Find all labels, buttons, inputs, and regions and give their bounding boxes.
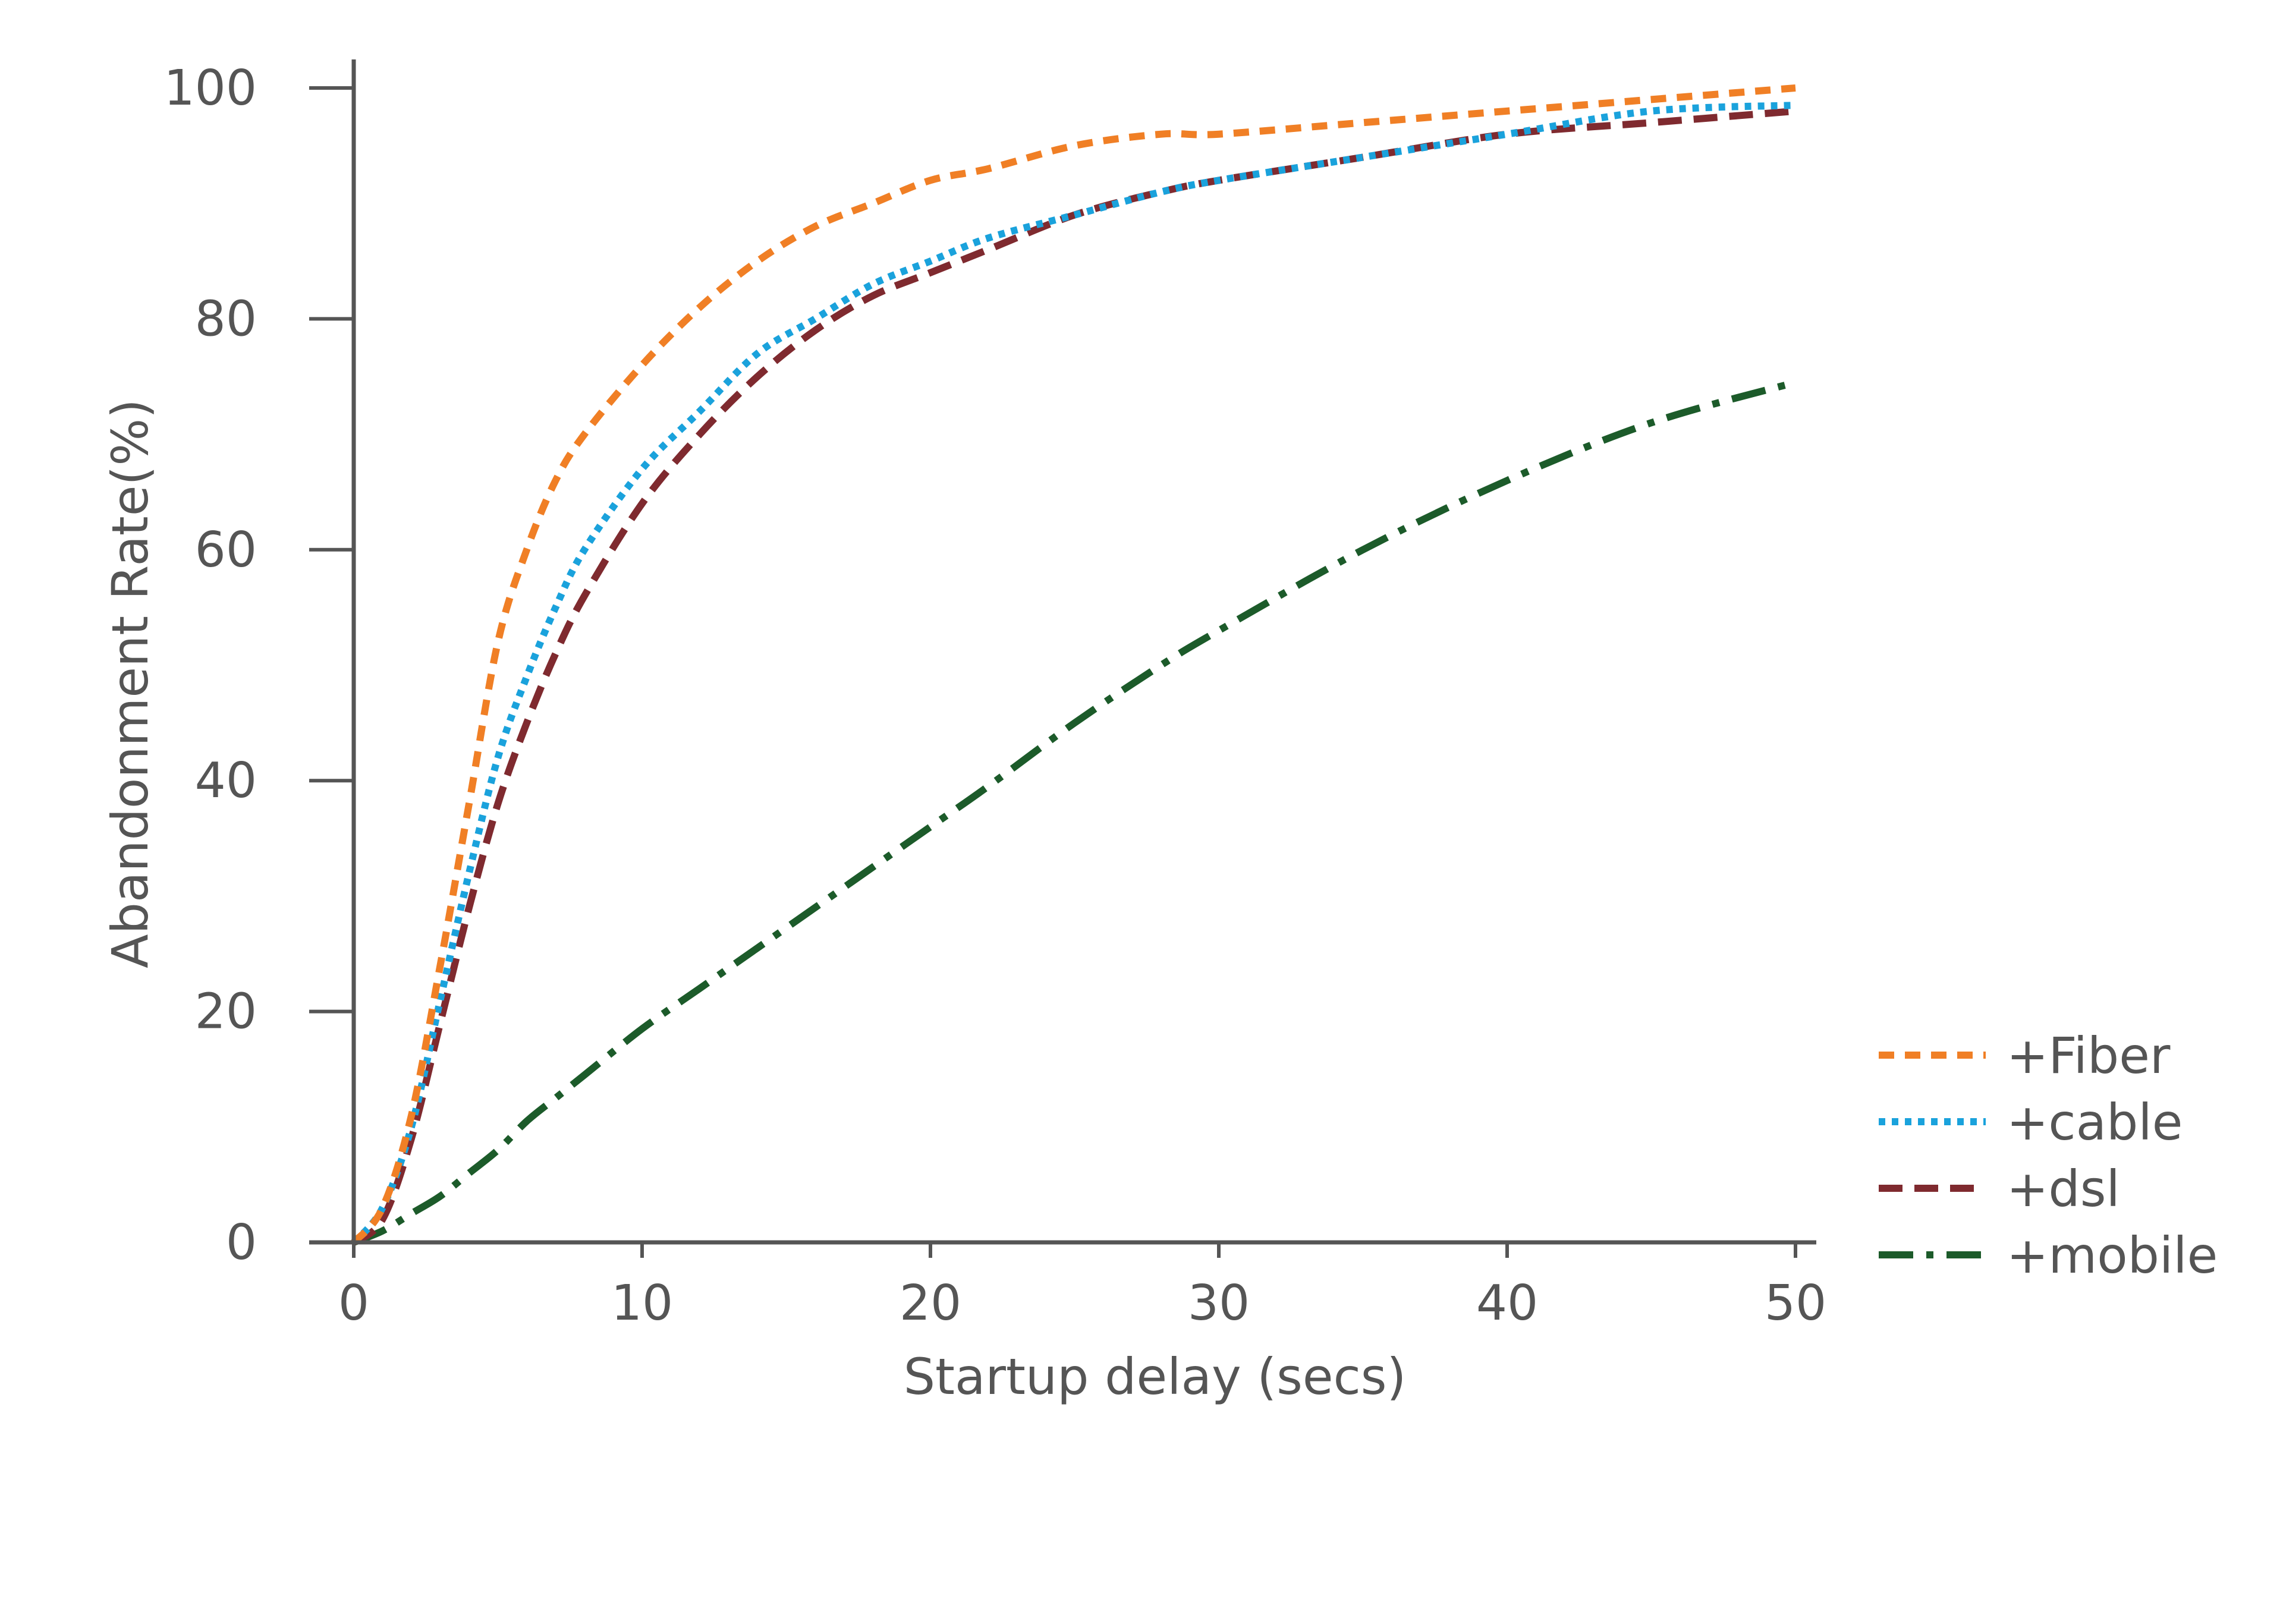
series-line-fiber — [351, 84, 1796, 1245]
x-tick-label: 10 — [611, 1275, 673, 1332]
legend-label-mobile: +mobile — [2007, 1226, 2218, 1285]
x-tick-label: 30 — [1188, 1275, 1250, 1332]
y-axis-title: Abandonment Rate(%) — [101, 399, 159, 968]
y-tick-label: 40 — [195, 753, 257, 809]
y-tick-label: 0 — [226, 1214, 257, 1271]
series-line-dsl — [351, 107, 1796, 1246]
x-tick-label: 20 — [900, 1275, 961, 1332]
y-tick-label: 60 — [195, 522, 257, 578]
legend-label-dsl: +dsl — [2007, 1160, 2120, 1218]
plot-lines — [351, 84, 1797, 1246]
y-tick-label: 100 — [163, 60, 257, 117]
legend-label-cable: +cable — [2007, 1093, 2183, 1151]
legend: +Fiber +cable +dsl +mobile — [1879, 1027, 2218, 1285]
x-axis-title: Startup delay (secs) — [904, 1348, 1407, 1406]
legend-label-fiber: +Fiber — [2007, 1027, 2171, 1085]
x-tick-label: 50 — [1765, 1275, 1826, 1332]
y-ticks: 0 20 40 60 80 100 — [163, 60, 354, 1271]
series-line-cable — [351, 102, 1796, 1245]
x-tick-label: 0 — [338, 1275, 369, 1332]
axes — [309, 59, 1816, 1245]
y-tick-label: 80 — [195, 291, 257, 347]
x-ticks: 0 10 20 30 40 50 — [338, 1242, 1826, 1332]
x-tick-label: 40 — [1476, 1275, 1538, 1332]
y-tick-label: 20 — [195, 984, 257, 1040]
series-line-mobile — [352, 379, 1797, 1246]
